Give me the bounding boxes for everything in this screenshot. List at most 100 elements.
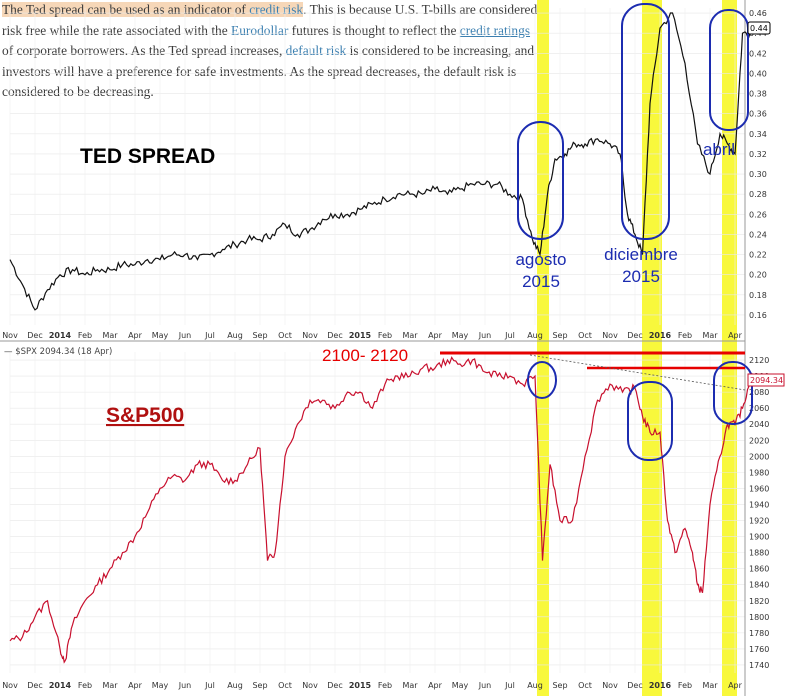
series-lines [9,12,751,664]
ted-y-tick-label: 0.16 [749,311,767,320]
agosto-label: agosto [515,250,566,269]
spx-y-tick-label: 2020 [749,436,769,445]
spx-x-tick-label: Mar [702,681,718,690]
ted-y-tick-label: 0.30 [749,170,767,179]
highlight-band-1 [537,0,549,696]
ted-x-tick-label: Apr [428,331,443,340]
ted-x-tick-label: Feb [78,331,92,340]
eurodollar-link[interactable]: Eurodollar [231,22,289,38]
ted-y-tick-label: 0.28 [749,190,767,199]
spx-series-line [9,356,751,664]
intro-text-5: is considered to be increasing, and inve… [2,43,535,99]
ted-x-tick-label: Jun [178,331,192,340]
ted-y-tick-label: 0.46 [749,9,767,18]
ted-x-tick-label: Mar [702,331,718,340]
ted-x-tick-label: May [152,331,169,340]
spx-y-tick-label: 1920 [749,517,769,526]
spx-x-tick-label: 2014 [49,681,72,690]
ted-x-tick-label: Dec [327,331,342,340]
spx-x-tick-label: May [152,681,169,690]
circle-diciembre-ted [621,3,670,240]
ted-y-tick-label: 0.22 [749,251,767,260]
ted-x-tick-label: Oct [278,331,292,340]
ted-x-tick-label: Mar [402,331,418,340]
spx-x-tick-label: Jul [204,681,215,690]
ted-x-tick-label: Nov [302,331,318,340]
ted-title: TED SPREAD [80,145,215,168]
circle-diciembre-spx [627,381,673,461]
axis-ticks: 0.16 0.18 0.20 0.22 0.24 0.26 0.28 0.30 0.32 0.34… [2,9,769,690]
spx-legend: — $SPX 2094.34 (18 Apr) [4,347,112,357]
ted-x-tick-label: May [452,331,469,340]
ted-x-tick-label: 2016 [649,331,672,340]
spx-y-tick-label: 1900 [749,533,769,542]
spx-x-tick-label: Jun [178,681,192,690]
ted-x-tick-label: Sep [252,331,267,340]
spx-x-tick-label: Aug [227,681,243,690]
ted-last-value: 0.44 [750,24,768,33]
default-risk-link[interactable]: default risk [285,43,347,58]
circle-agosto-ted [517,121,564,240]
spx-y-tick-label: 1800 [749,613,769,622]
spx-x-tick-label: Oct [278,681,292,690]
spx-x-tick-label: Jul [504,681,515,690]
ted-x-tick-label: Jun [478,331,492,340]
spx-x-tick-label: Nov [2,681,18,690]
ted-y-tick-label: 0.26 [749,210,767,219]
diciembre-year-label: 2015 [622,267,660,286]
ted-y-tick-label: 0.32 [749,150,767,159]
ted-x-tick-label: Jul [204,331,215,340]
spx-y-tick-label: 2060 [749,404,769,413]
spx-y-tick-label: 1960 [749,484,769,493]
spx-last-badge [747,373,785,387]
spx-last-value: 2094.34 [750,376,783,385]
spx-y-tick-label: 2040 [749,420,769,429]
spx-x-tick-label: Nov [602,681,618,690]
ted-x-tick-label: 2015 [349,331,372,340]
ted-y-tick-label: 0.34 [749,130,767,139]
ted-x-tick-label: Sep [552,331,567,340]
spx-x-tick-label: Apr [428,681,443,690]
circle-agosto-spx [527,361,557,399]
credit-ratings-link[interactable]: credit ratings [459,22,531,38]
intro-text-4: of corporate borrowers. As the Ted sprea… [2,43,286,58]
spx-x-tick-label: Feb [78,681,92,690]
spx-x-tick-label: Apr [128,681,143,690]
spx-y-tick-label: 1860 [749,565,769,574]
spx-x-tick-label: 2015 [349,681,372,690]
trend-line [529,354,746,391]
spx-x-tick-label: Nov [302,681,318,690]
ted-x-tick-label: Apr [728,331,743,340]
ted-x-tick-label: Mar [102,331,118,340]
spx-title: S&P500 [106,404,184,427]
ted-series-line [9,12,751,311]
spx-x-tick-label: Dec [627,681,642,690]
ted-y-tick-label: 0.24 [749,230,767,239]
ted-y-tick-label: 0.20 [749,271,767,280]
spx-y-tick-label: 1780 [749,629,769,638]
ted-last-badge [747,21,771,35]
spx-x-tick-label: Mar [102,681,118,690]
ted-x-tick-label: Feb [678,331,692,340]
spx-y-tick-label: 2000 [749,452,769,461]
spx-x-tick-label: Dec [27,681,42,690]
ted-x-tick-label: Dec [27,331,42,340]
spx-x-tick-label: Feb [378,681,392,690]
diciembre-label: diciembre [604,245,678,264]
ted-x-tick-label: Oct [578,331,592,340]
spx-y-tick-label: 1760 [749,645,769,654]
ted-y-tick-label: 0.36 [749,110,767,119]
spx-x-tick-label: Feb [678,681,692,690]
spx-y-tick-label: 2120 [749,356,769,365]
spx-x-tick-label: Mar [402,681,418,690]
spx-x-tick-label: Oct [578,681,592,690]
spx-y-tick-label: 1880 [749,549,769,558]
ted-x-tick-label: Dec [627,331,642,340]
spx-x-tick-label: Sep [252,681,267,690]
ted-x-tick-label: Nov [2,331,18,340]
circle-abril-ted [709,9,749,131]
ted-x-tick-label: Aug [227,331,243,340]
ted-x-tick-label: Aug [527,331,543,340]
ted-x-tick-label: Feb [378,331,392,340]
